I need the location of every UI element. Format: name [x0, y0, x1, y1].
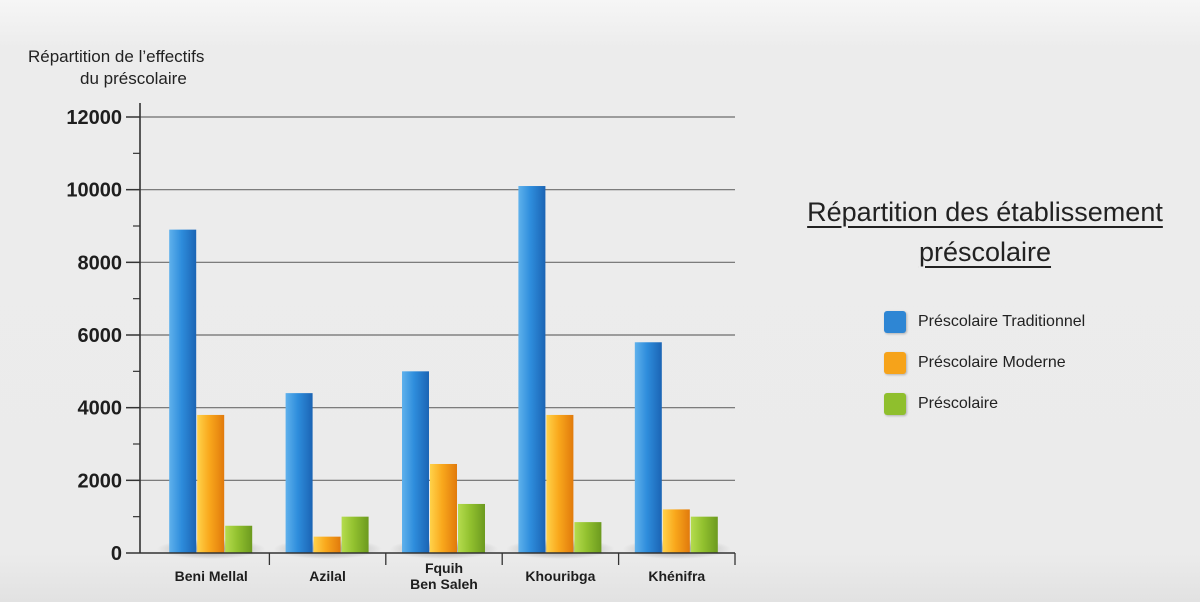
bar	[341, 516, 369, 553]
axis-labels: 0 2000 4000 6000 8000 10000 12000 Beni Mellal Az…	[66, 107, 705, 592]
bar	[225, 525, 253, 553]
y-tick-label: 0	[111, 543, 122, 565]
x-category-label: Khénifra	[648, 568, 705, 584]
bar	[634, 342, 662, 553]
bar	[458, 503, 485, 553]
legend-label: Préscolaire Moderne	[918, 354, 1066, 371]
legend-swatch-prescolaire	[884, 393, 906, 415]
y-axis-title-line1: Répartition de l’effectifs	[28, 47, 205, 66]
y-axis-title-line2: du préscolaire	[80, 69, 187, 88]
bar	[546, 414, 574, 553]
legend: Préscolaire Traditionnel Préscolaire Mod…	[884, 308, 1085, 431]
bar	[518, 186, 546, 554]
chart-title: Répartition des établissement préscolair…	[770, 192, 1200, 272]
bar	[169, 229, 197, 553]
x-category-label: Fquih	[425, 560, 463, 576]
bar	[690, 516, 718, 553]
legend-item: Préscolaire Traditionnel	[884, 308, 1085, 336]
legend-label: Préscolaire	[918, 395, 999, 412]
y-tick-label: 8000	[78, 252, 123, 274]
legend-label: Préscolaire Traditionnel	[918, 313, 1086, 330]
x-category-label: Ben Saleh	[410, 576, 478, 592]
y-tick-label: 12000	[66, 107, 122, 129]
bar	[402, 371, 429, 553]
legend-item: Préscolaire Moderne	[884, 349, 1085, 377]
y-axis-title: Répartition de l’effectifs du préscolair…	[28, 46, 288, 90]
legend-item: Préscolaire	[884, 390, 1085, 418]
bar	[574, 522, 602, 553]
axes	[126, 103, 736, 565]
y-tick-label: 6000	[78, 325, 123, 347]
x-category-label: Azilal	[309, 568, 346, 584]
grid-lines	[140, 116, 735, 481]
chart-title-text: Répartition des établissement préscolair…	[807, 197, 1163, 267]
bar	[285, 393, 313, 553]
bar	[662, 509, 690, 553]
y-tick-label: 10000	[66, 180, 122, 202]
x-category-label: Beni Mellal	[175, 568, 248, 584]
legend-swatch-moderne	[884, 352, 906, 374]
bar	[313, 536, 341, 553]
y-tick-label: 4000	[78, 398, 123, 420]
legend-swatch-traditionnel	[884, 311, 906, 333]
y-tick-label: 2000	[78, 470, 123, 492]
bars	[169, 186, 718, 554]
bar	[430, 463, 457, 553]
x-category-label: Khouribga	[525, 568, 595, 584]
bar	[197, 414, 225, 553]
